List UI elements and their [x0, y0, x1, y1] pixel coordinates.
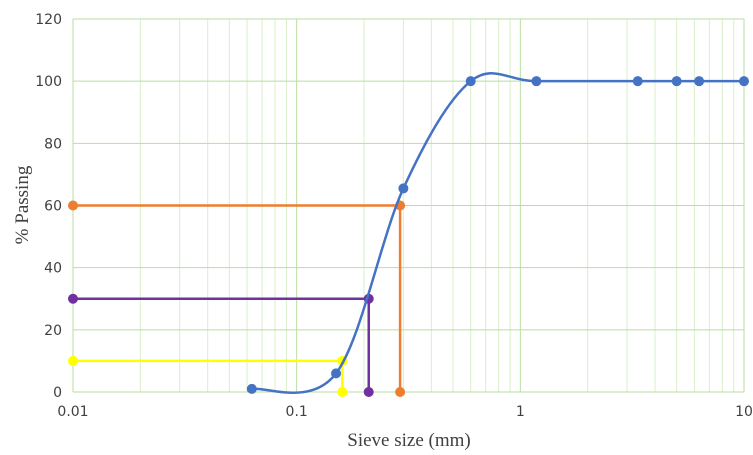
series-line — [252, 73, 744, 393]
data-point — [364, 387, 374, 397]
y-tick-label: 120 — [35, 12, 62, 28]
data-point — [395, 387, 405, 397]
x-tick-labels: 0.01 0.1 1 10 — [57, 404, 753, 420]
series-line — [73, 299, 369, 392]
data-point — [68, 201, 78, 211]
x-tick-label: 0.1 — [286, 404, 308, 420]
y-tick-label: 60 — [44, 199, 62, 215]
data-point — [247, 384, 257, 394]
data-point — [694, 76, 704, 86]
x-tick-label: 1 — [516, 404, 525, 420]
x-tick-label: 10 — [735, 404, 753, 420]
data-point — [466, 76, 476, 86]
x-tick-label: 0.01 — [57, 404, 88, 420]
data-point — [68, 294, 78, 304]
data-point — [633, 76, 643, 86]
y-tick-label: 20 — [44, 323, 62, 339]
y-axis-title: % Passing — [12, 165, 33, 244]
series-layer — [68, 73, 749, 397]
y-tick-label: 100 — [35, 74, 62, 90]
y-tick-label: 80 — [44, 136, 62, 152]
y-tick-label: 0 — [53, 385, 62, 401]
data-point — [68, 356, 78, 366]
data-point — [672, 76, 682, 86]
series-0 — [247, 73, 749, 394]
data-point — [331, 368, 341, 378]
data-point — [739, 76, 749, 86]
y-tick-label: 40 — [44, 261, 62, 277]
data-point — [337, 387, 347, 397]
x-axis-title: Sieve size (mm) — [347, 430, 470, 451]
data-point — [398, 183, 408, 193]
data-point — [531, 76, 541, 86]
y-tick-labels: 0 20 40 60 80 100 120 — [35, 12, 62, 401]
